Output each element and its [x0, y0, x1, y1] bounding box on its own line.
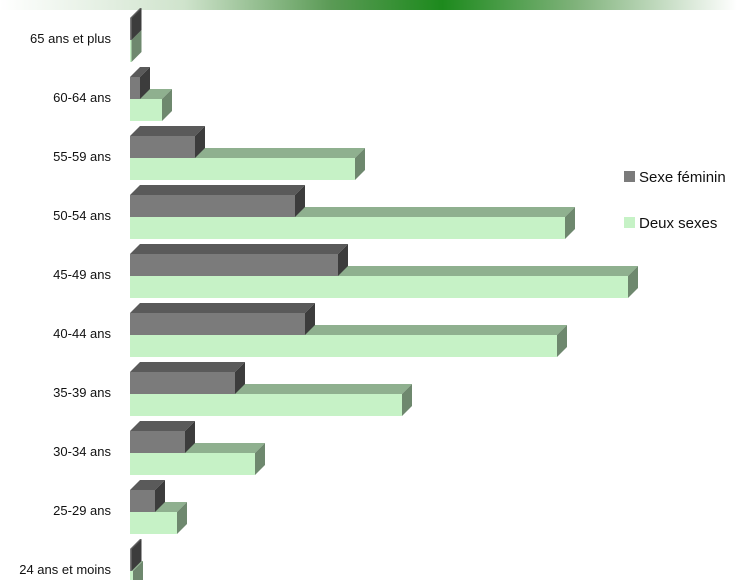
bar-sexe-feminin-24-ans-et-moins-top	[130, 539, 142, 549]
bar-sexe-feminin-30-34-ans	[130, 421, 195, 453]
bar-deux-sexes-24-ans-et-moins-side	[133, 561, 143, 580]
bar-sexe-feminin-35-39-ans-side	[235, 362, 245, 394]
bar-sexe-feminin-45-49-ans-side	[338, 244, 348, 276]
bar-sexe-feminin-35-39-ans-front	[130, 372, 235, 394]
bar-sexe-feminin-30-34-ans-side	[185, 421, 195, 453]
bar-deux-sexes-30-34-ans-front	[130, 453, 255, 475]
bar-sexe-feminin-40-44-ans	[130, 303, 315, 335]
category-labels: 65 ans et plus 60-64 ans 55-59 ans 50-54 an…	[19, 31, 111, 577]
bar-sexe-feminin-65-ans-et-plus-top	[130, 8, 142, 18]
category-label-55-59-ans: 55-59 ans	[53, 149, 111, 164]
bar-deux-sexes-55-59-ans-side	[355, 148, 365, 180]
bar-sexe-feminin-25-29-ans-side	[155, 480, 165, 512]
bar-sexe-feminin-50-54-ans-side	[295, 185, 305, 217]
bar-sexe-feminin-65-ans-et-plus-front	[130, 18, 132, 40]
category-label-50-54-ans: 50-54 ans	[53, 208, 111, 223]
bar-deux-sexes-60-64-ans-side	[162, 89, 172, 121]
bar-deux-sexes-50-54-ans-side	[565, 207, 575, 239]
legend: Sexe féminin Deux sexes	[624, 169, 726, 232]
legend-swatch-deux-sexes	[624, 217, 635, 228]
bar-deux-sexes-25-29-ans-side	[177, 502, 187, 534]
bar-deux-sexes-50-54-ans-front	[130, 217, 565, 239]
bar-deux-sexes-24-ans-et-moins-front	[130, 571, 133, 580]
bar-sexe-feminin-45-49-ans-front	[130, 254, 338, 276]
header-gradient-bar	[0, 0, 737, 10]
bar-sexe-feminin-55-59-ans-side	[195, 126, 205, 158]
bar-sexe-feminin-50-54-ans-front	[130, 195, 295, 217]
bar-deux-sexes-35-39-ans-side	[402, 384, 412, 416]
bar-sexe-feminin-45-49-ans	[130, 244, 348, 276]
bar-deux-sexes-45-49-ans-side	[628, 266, 638, 298]
bar-deux-sexes-40-44-ans-front	[130, 335, 557, 357]
bar-deux-sexes-60-64-ans-front	[130, 99, 162, 121]
legend-swatch-sexe-feminin	[624, 171, 635, 182]
category-label-60-64-ans: 60-64 ans	[53, 90, 111, 105]
bar-sexe-feminin-35-39-ans	[130, 362, 245, 394]
bar-sexe-feminin-40-44-ans-side	[305, 303, 315, 335]
bar-deux-sexes-45-49-ans-front	[130, 276, 628, 298]
category-label-40-44-ans: 40-44 ans	[53, 326, 111, 341]
bar-deux-sexes-25-29-ans-front	[130, 512, 177, 534]
legend-label-deux-sexes: Deux sexes	[639, 215, 717, 232]
category-label-25-29-ans: 25-29 ans	[53, 503, 111, 518]
legend-label-sexe-feminin: Sexe féminin	[639, 169, 726, 186]
bar-deux-sexes-35-39-ans-front	[130, 394, 402, 416]
category-label-45-49-ans: 45-49 ans	[53, 267, 111, 282]
bar-sexe-feminin-24-ans-et-moins	[130, 539, 142, 571]
bar-sexe-feminin-65-ans-et-plus	[130, 8, 142, 40]
bar-sexe-feminin-30-34-ans-front	[130, 431, 185, 453]
category-label-65-ans-et-plus: 65 ans et plus	[30, 31, 111, 46]
bar-deux-sexes-55-59-ans-front	[130, 158, 355, 180]
bar-sexe-feminin-60-64-ans-front	[130, 77, 140, 99]
bar-sexe-feminin-30-34-ans-top	[130, 421, 195, 431]
bar-deux-sexes-65-ans-et-plus-side	[131, 30, 142, 62]
bar-sexe-feminin-24-ans-et-moins-front	[130, 549, 132, 571]
bar-sexe-feminin-35-39-ans-top	[130, 362, 245, 372]
category-label-35-39-ans: 35-39 ans	[53, 385, 111, 400]
bar-deux-sexes-60-64-ans	[130, 89, 172, 121]
bar-sexe-feminin-55-59-ans-front	[130, 136, 195, 158]
bar-sexe-feminin-50-54-ans	[130, 185, 305, 217]
bar-deux-sexes-40-44-ans-side	[557, 325, 567, 357]
bar-sexe-feminin-60-64-ans-side	[140, 67, 150, 99]
bar-sexe-feminin-55-59-ans	[130, 126, 205, 158]
bar-sexe-feminin-60-64-ans-top	[130, 67, 150, 77]
bars-group	[130, 8, 638, 580]
bar-sexe-feminin-25-29-ans-front	[130, 490, 155, 512]
bar-sexe-feminin-25-29-ans-top	[130, 480, 165, 490]
bar-sexe-feminin-55-59-ans-top	[130, 126, 205, 136]
category-label-30-34-ans: 30-34 ans	[53, 444, 111, 459]
bar-sexe-feminin-24-ans-et-moins-side	[131, 539, 142, 571]
bar-deux-sexes-65-ans-et-plus-front	[130, 40, 132, 62]
bar-sexe-feminin-65-ans-et-plus-side	[131, 8, 142, 40]
category-label-24-ans-et-moins: 24 ans et moins	[19, 562, 111, 577]
bar-sexe-feminin-45-49-ans-top	[130, 244, 348, 254]
bar-deux-sexes-30-34-ans-side	[255, 443, 265, 475]
bar-sexe-feminin-40-44-ans-top	[130, 303, 315, 313]
bar-sexe-feminin-25-29-ans	[130, 480, 165, 512]
bar-sexe-feminin-40-44-ans-front	[130, 313, 305, 335]
bar-sexe-feminin-60-64-ans	[130, 67, 150, 99]
bar-sexe-feminin-50-54-ans-top	[130, 185, 305, 195]
